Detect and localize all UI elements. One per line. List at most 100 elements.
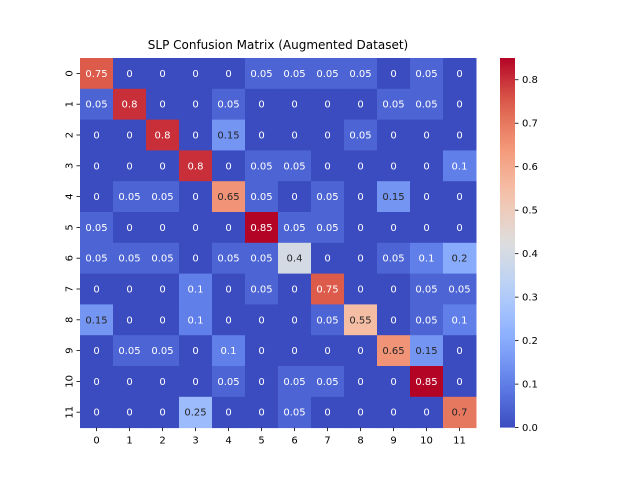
- cell-value-label: 0.15: [217, 131, 239, 142]
- heatmap-cell: [113, 335, 147, 367]
- heatmap-cell: [212, 304, 246, 336]
- cell-value-label: 0.1: [419, 254, 435, 265]
- cell-value-label: 0.05: [118, 346, 140, 357]
- cell-value-label: 0.05: [415, 100, 437, 111]
- heatmap-cell: [113, 242, 147, 275]
- heatmap-cell: [245, 212, 279, 244]
- heatmap-cell: [377, 88, 411, 121]
- heatmap-cell: [278, 396, 312, 429]
- y-tick-label: 6: [65, 255, 76, 261]
- heatmap-cell: [146, 242, 180, 275]
- heatmap-cell: [443, 304, 477, 336]
- heatmap-cell: [278, 150, 312, 182]
- cell-value-label: 0.05: [448, 285, 470, 296]
- cell-value-label: 0: [357, 285, 363, 296]
- heatmap-cell: [146, 150, 180, 182]
- heatmap-cell: [278, 366, 312, 398]
- cell-value-label: 0.1: [452, 315, 468, 326]
- cell-value-label: 0: [390, 408, 396, 419]
- cell-value-label: 0.05: [250, 69, 272, 80]
- cell-value-label: 0.05: [316, 315, 338, 326]
- x-tick-label: 8: [357, 436, 363, 447]
- heatmap-cell: [179, 212, 213, 244]
- cell-value-label: 0.7: [452, 408, 468, 419]
- heatmap-cell: [179, 88, 213, 121]
- heatmap-cell: [377, 273, 411, 305]
- cell-value-label: 0: [291, 315, 297, 326]
- cell-value-label: 0: [456, 192, 462, 203]
- heatmap-cell: [311, 366, 345, 398]
- heatmap-cell: [344, 242, 378, 275]
- cell-value-label: 0: [357, 408, 363, 419]
- cell-value-label: 0: [390, 161, 396, 172]
- cell-value-label: 0.05: [283, 408, 305, 419]
- heatmap-cell: [311, 304, 345, 336]
- heatmap-cell: [443, 212, 477, 244]
- cell-value-label: 0: [258, 100, 264, 111]
- cell-value-label: 0: [324, 131, 330, 142]
- heatmap-cell: [245, 58, 279, 90]
- x-tick-label: 6: [291, 436, 297, 447]
- heatmap-cell: [179, 366, 213, 398]
- heatmap-cell: [113, 212, 147, 244]
- cell-value-label: 0: [456, 377, 462, 388]
- heatmap-cell: [344, 212, 378, 244]
- heatmap-cell: [344, 304, 378, 336]
- heatmap-cell: [179, 119, 213, 151]
- heatmap-cell: [212, 88, 246, 121]
- heatmap-cell: [377, 58, 411, 90]
- cell-value-label: 0: [324, 161, 330, 172]
- colorbar-tick-label: 0.0: [522, 423, 538, 434]
- cell-value-label: 0: [456, 131, 462, 142]
- heatmap-cell: [278, 212, 312, 244]
- cell-value-label: 0.65: [217, 192, 239, 203]
- heatmap-cell: [245, 242, 279, 275]
- heatmap-cell: [146, 304, 180, 336]
- cell-value-label: 0.05: [316, 192, 338, 203]
- cell-value-label: 0.8: [155, 131, 171, 142]
- heatmap-cell: [80, 366, 114, 398]
- cell-value-label: 0.25: [184, 408, 206, 419]
- cell-value-label: 0: [93, 161, 99, 172]
- x-tick-label: 3: [192, 436, 198, 447]
- cell-value-label: 0: [225, 285, 231, 296]
- heatmap-cell: [113, 396, 147, 429]
- heatmap-cell: [443, 242, 477, 275]
- cell-value-label: 0: [159, 408, 165, 419]
- cell-value-label: 0: [390, 377, 396, 388]
- heatmap-cell: [443, 150, 477, 182]
- heatmap-cell: [146, 58, 180, 90]
- heatmap-cell: [113, 119, 147, 151]
- heatmap-cell: [443, 335, 477, 367]
- cell-value-label: 0.05: [85, 254, 107, 265]
- heatmap-cell: [410, 212, 444, 244]
- heatmap-cell: [443, 273, 477, 305]
- y-tick-label: 3: [65, 163, 76, 169]
- x-tick-label: 7: [324, 436, 330, 447]
- cell-value-label: 0.05: [415, 285, 437, 296]
- cell-value-label: 0.2: [452, 254, 468, 265]
- cell-value-label: 0: [357, 192, 363, 203]
- cell-labels: 0.75 0 0 0 0 0.05 0.05 0.05 0.05 0 0.05 0 0.05 0.8 0 0 0…: [85, 69, 470, 419]
- cell-value-label: 0.05: [250, 192, 272, 203]
- cell-value-label: 0.05: [217, 377, 239, 388]
- heatmap-cell: [410, 366, 444, 398]
- heatmap-cell: [344, 58, 378, 90]
- colorbar-tick-label: 0.7: [522, 119, 538, 130]
- heatmap-cell: [377, 304, 411, 336]
- heatmap-cell: [179, 181, 213, 213]
- cell-value-label: 0: [258, 346, 264, 357]
- heatmap-cell: [410, 242, 444, 275]
- heatmap-cell: [443, 119, 477, 151]
- cell-value-label: 0: [423, 408, 429, 419]
- heatmap-cell: [311, 150, 345, 182]
- heatmap-cell: [245, 181, 279, 213]
- cell-value-label: 0: [357, 161, 363, 172]
- cell-value-label: 0: [93, 377, 99, 388]
- cell-value-label: 0.05: [250, 161, 272, 172]
- colorbar-tick-label: 0.2: [522, 336, 538, 347]
- cell-value-label: 0: [93, 346, 99, 357]
- cell-value-label: 0: [324, 408, 330, 419]
- cell-value-label: 0: [258, 377, 264, 388]
